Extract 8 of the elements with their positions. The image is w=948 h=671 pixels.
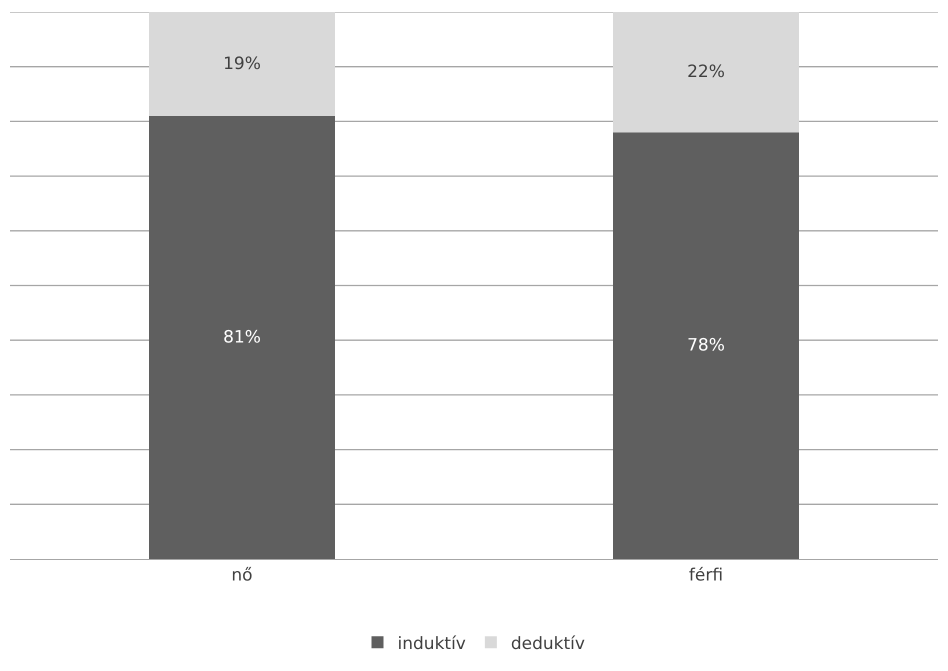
legend-label: deduktív	[510, 634, 585, 654]
x-tick-label: férfi	[688, 565, 724, 586]
data-label: 81%	[223, 327, 261, 348]
data-label: 19%	[223, 54, 261, 74]
data-label: 22%	[687, 62, 725, 82]
data-label: 78%	[687, 336, 725, 356]
legend-label: induktív	[398, 634, 466, 654]
x-tick-label: nő	[231, 565, 253, 586]
